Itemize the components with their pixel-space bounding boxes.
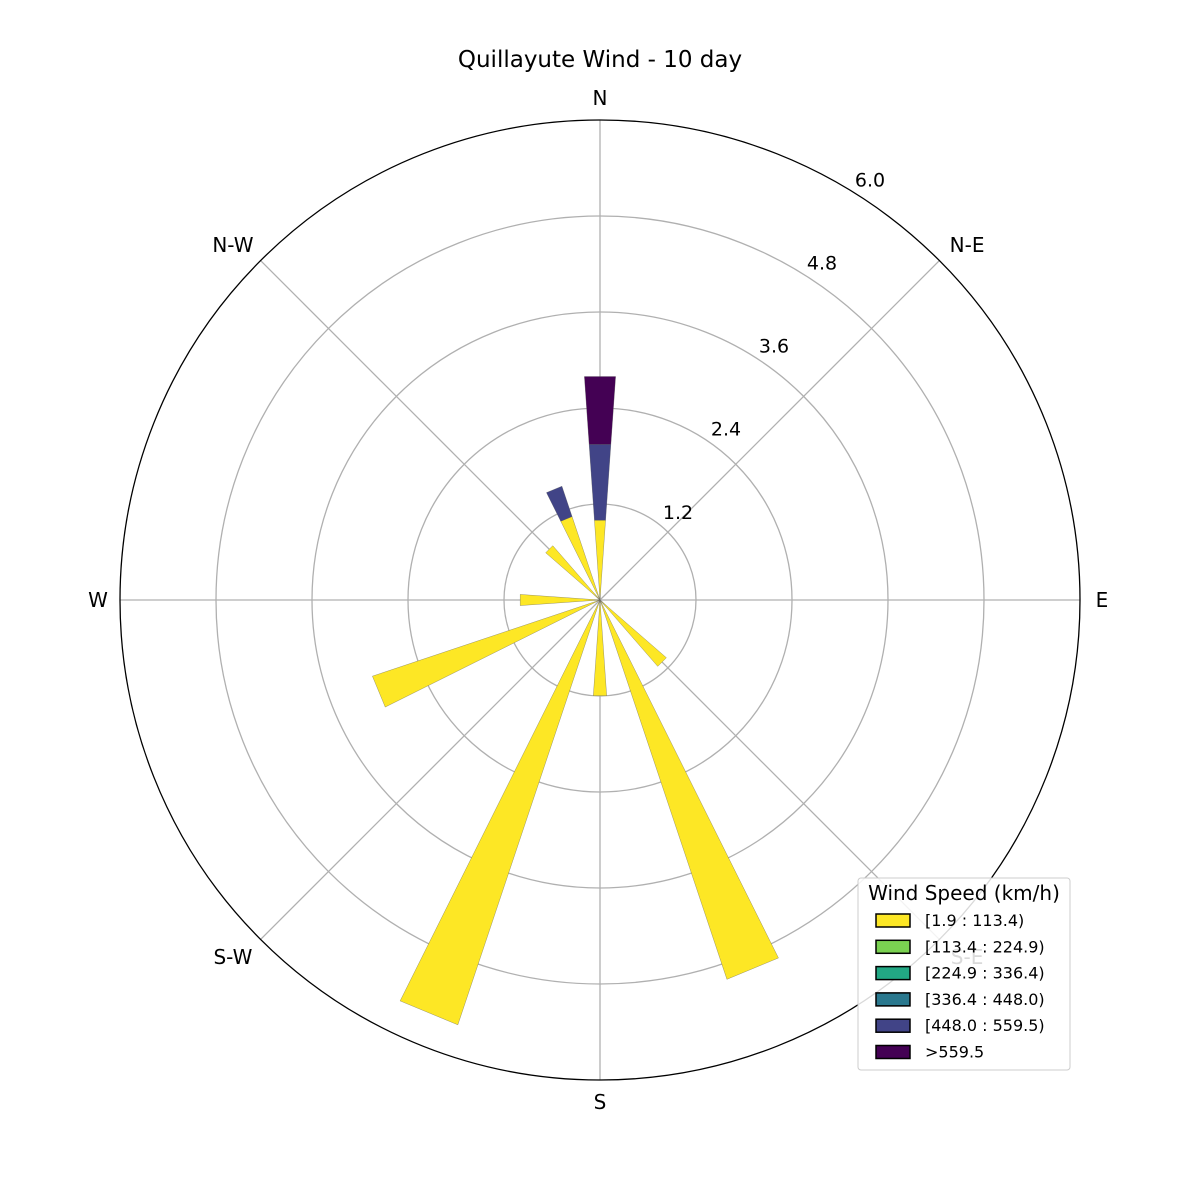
petal-0-bin-5	[584, 376, 616, 445]
petal-12-bin-0	[520, 594, 601, 606]
legend-label-2: [224.9 : 336.4)	[925, 964, 1045, 983]
outer-boundary	[119, 119, 1081, 1081]
direction-label-n-w: N-W	[212, 233, 253, 257]
direction-label-n-e: N-E	[950, 233, 985, 257]
chart-title: Quillayute Wind - 10 day	[458, 47, 742, 73]
grid-spoke-s-w	[260, 599, 601, 940]
legend-title: Wind Speed (km/h)	[868, 881, 1060, 905]
radial-tick-1: 2.4	[711, 419, 741, 441]
radial-tick-labels: 1.2 2.4 3.6 4.8 6.0	[663, 169, 885, 524]
legend-swatch-2	[875, 965, 911, 981]
legend-swatch-3	[875, 992, 911, 1007]
petals	[372, 376, 779, 1026]
radial-tick-0: 1.2	[663, 502, 693, 524]
petal-9-bin-0	[399, 599, 601, 1026]
legend-label-4: [448.0 : 559.5)	[925, 1016, 1045, 1035]
legend: Wind Speed (km/h) [1.9 : 113.4) [113.4 : …	[857, 877, 1071, 1071]
legend-items: [1.9 : 113.4) [113.4 : 224.9) [224.9 : 336…	[875, 911, 1045, 1062]
grid-spoke-n-e	[599, 260, 940, 601]
legend-swatch-4	[875, 1018, 911, 1033]
direction-label-n: N	[593, 86, 608, 110]
direction-label-s: S	[594, 1090, 607, 1114]
radial-tick-3: 4.8	[807, 252, 837, 274]
petal-0-bin-4	[588, 444, 612, 521]
legend-label-1: [113.4 : 224.9)	[925, 937, 1045, 956]
petal-14-bin-0	[545, 545, 601, 601]
legend-label-3: [336.4 : 448.0)	[925, 990, 1045, 1009]
legend-label-0: [1.9 : 113.4)	[925, 911, 1024, 930]
legend-swatch-1	[875, 939, 911, 955]
grid-spoke-n-w	[260, 260, 601, 601]
petal-15-bin-0	[560, 516, 601, 601]
petal-15-bin-4	[546, 486, 573, 522]
legend-label-5: >559.5	[925, 1043, 984, 1062]
legend-swatch-0	[875, 913, 911, 928]
legend-frame	[857, 877, 1071, 1071]
radial-tick-4: 6.0	[855, 169, 885, 191]
direction-label-w: W	[88, 588, 108, 612]
petal-8-bin-0	[593, 599, 607, 696]
petal-11-bin-0	[372, 599, 601, 708]
direction-label-e: E	[1096, 588, 1109, 612]
radial-tick-2: 3.6	[759, 336, 789, 358]
petal-7-bin-0	[599, 599, 779, 980]
petal-6-bin-0	[599, 599, 667, 667]
legend-swatch-5	[875, 1044, 911, 1060]
direction-label-s-w: S-W	[213, 945, 252, 969]
